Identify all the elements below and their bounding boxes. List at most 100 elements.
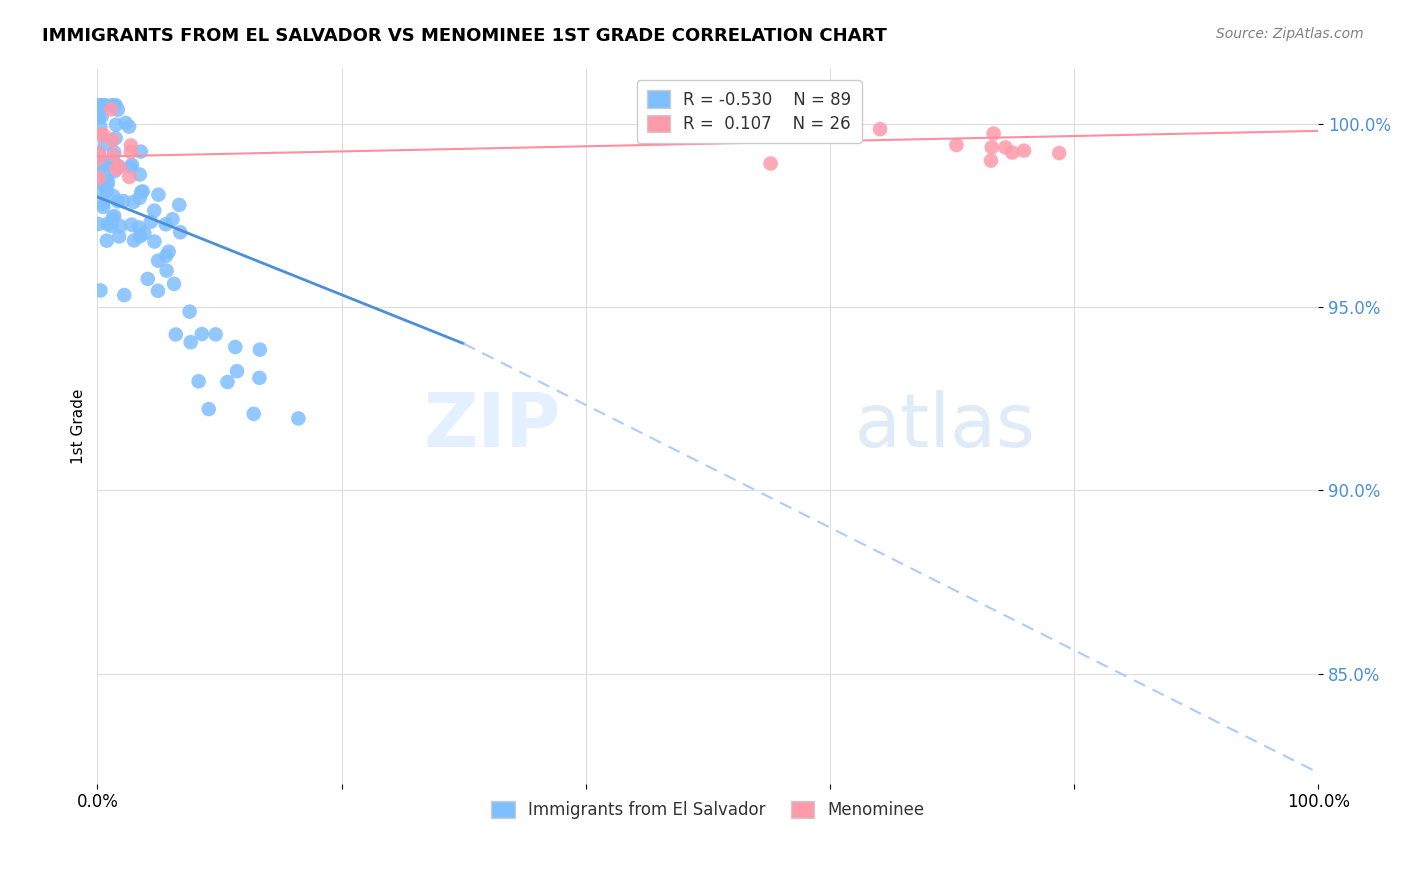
Point xyxy=(104,98,127,112)
Point xyxy=(129,229,152,244)
Point xyxy=(179,304,201,318)
Point xyxy=(980,140,1002,154)
Point xyxy=(994,140,1017,154)
Point xyxy=(87,145,110,160)
Point xyxy=(104,118,127,132)
Point xyxy=(107,159,129,173)
Point xyxy=(104,164,127,178)
Point xyxy=(129,145,152,159)
Point xyxy=(93,178,115,193)
Point xyxy=(87,217,110,231)
Point xyxy=(121,158,143,172)
Point xyxy=(89,98,111,112)
Point xyxy=(87,170,110,185)
Point xyxy=(191,327,214,342)
Point xyxy=(1001,145,1024,160)
Point xyxy=(128,220,150,235)
Text: Source: ZipAtlas.com: Source: ZipAtlas.com xyxy=(1216,27,1364,41)
Point xyxy=(103,209,125,223)
Point xyxy=(97,174,120,188)
Point xyxy=(980,153,1002,168)
Point xyxy=(114,116,136,130)
Point xyxy=(163,277,186,291)
Point xyxy=(101,211,124,226)
Point xyxy=(134,227,156,241)
Point xyxy=(101,98,124,112)
Point xyxy=(122,234,145,248)
Point xyxy=(104,131,127,145)
Point xyxy=(155,249,177,263)
Point xyxy=(118,169,141,184)
Point xyxy=(1047,146,1070,161)
Point xyxy=(108,229,131,244)
Point xyxy=(120,138,142,153)
Y-axis label: 1st Grade: 1st Grade xyxy=(72,388,86,464)
Point xyxy=(869,122,891,136)
Point xyxy=(146,284,169,298)
Point xyxy=(143,235,166,249)
Point xyxy=(87,146,110,161)
Point xyxy=(120,145,142,159)
Point xyxy=(247,371,270,385)
Point xyxy=(128,191,150,205)
Point xyxy=(101,133,124,147)
Point xyxy=(93,128,115,142)
Point xyxy=(89,284,111,298)
Point xyxy=(103,148,125,162)
Text: IMMIGRANTS FROM EL SALVADOR VS MENOMINEE 1ST GRADE CORRELATION CHART: IMMIGRANTS FROM EL SALVADOR VS MENOMINEE… xyxy=(42,27,887,45)
Legend: Immigrants from El Salvador, Menominee: Immigrants from El Salvador, Menominee xyxy=(485,794,931,825)
Point xyxy=(122,194,145,209)
Point xyxy=(105,161,128,176)
Point xyxy=(162,212,184,227)
Point xyxy=(96,217,118,231)
Point xyxy=(155,263,177,277)
Point xyxy=(89,120,111,134)
Point xyxy=(287,411,309,425)
Point xyxy=(131,185,153,199)
Point xyxy=(224,340,246,354)
Point xyxy=(112,288,135,302)
Point xyxy=(167,198,190,212)
Point xyxy=(143,203,166,218)
Point xyxy=(834,128,856,142)
Point xyxy=(839,127,862,141)
Point xyxy=(89,164,111,178)
Point xyxy=(96,157,118,171)
Point xyxy=(96,234,118,248)
Point xyxy=(217,375,239,389)
Point xyxy=(103,189,125,203)
Point xyxy=(108,219,131,233)
Point xyxy=(1012,144,1035,158)
Point xyxy=(87,152,110,166)
Point xyxy=(107,103,129,117)
Point xyxy=(91,158,114,172)
Point xyxy=(120,160,142,174)
Point xyxy=(129,185,152,199)
Point xyxy=(89,186,111,200)
Point xyxy=(100,219,122,233)
Point xyxy=(94,170,117,185)
Point xyxy=(112,194,135,208)
Point xyxy=(103,154,125,169)
Point xyxy=(146,253,169,268)
Point xyxy=(97,159,120,173)
Point xyxy=(107,194,129,209)
Text: atlas: atlas xyxy=(855,390,1035,463)
Point xyxy=(249,343,271,357)
Point xyxy=(180,335,202,350)
Point xyxy=(93,200,115,214)
Point xyxy=(148,187,170,202)
Point xyxy=(90,110,112,124)
Point xyxy=(94,98,117,112)
Point xyxy=(197,402,219,417)
Point xyxy=(96,184,118,198)
Point xyxy=(94,137,117,152)
Point xyxy=(165,327,187,342)
Point xyxy=(242,407,264,421)
Point xyxy=(93,98,115,112)
Point xyxy=(118,120,141,134)
Point xyxy=(108,160,131,174)
Point xyxy=(89,128,111,142)
Text: ZIP: ZIP xyxy=(425,390,561,463)
Point xyxy=(983,127,1005,141)
